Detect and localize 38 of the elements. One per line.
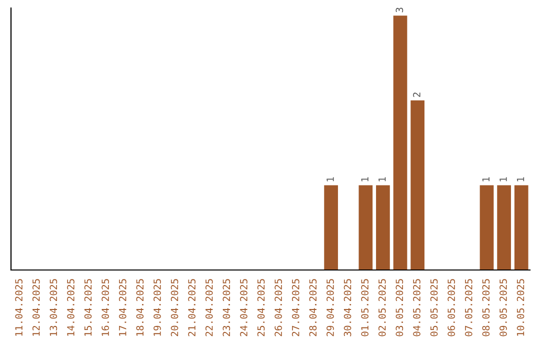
x-tick-label: 23.04.2025 [222,279,230,336]
x-tick-label: 24.04.2025 [240,279,248,336]
x-tick-label: 09.05.2025 [500,279,507,336]
x-tick-label: 08.05.2025 [482,279,490,336]
data-label: 1 [378,177,386,182]
x-tick-label: 20.04.2025 [170,279,178,336]
data-label: 3 [396,8,404,12]
x-tick-label: 06.05.2025 [448,279,455,336]
x-tick-label: 19.04.2025 [154,279,161,336]
data-label: 1 [482,177,490,182]
x-tick-label: 21.04.2025 [188,279,196,336]
x-tick-label: 17.04.2025 [118,279,126,336]
x-tick-label: 13.04.2025 [50,279,58,336]
x-tick-label: 22.04.2025 [205,279,213,336]
x-tick-label: 29.04.2025 [326,279,334,336]
x-tick-label: 11.04.2025 [15,279,22,336]
data-label: 1 [361,177,368,182]
x-tick-label: 04.05.2025 [413,279,420,336]
x-tick-label: 12.04.2025 [32,279,40,336]
x-tick-label: 30.04.2025 [344,279,352,336]
x-tick-label: 18.04.2025 [136,279,144,336]
x-tick-label: 28.04.2025 [309,279,317,336]
x-tick-label: 10.05.2025 [516,279,524,336]
data-label: 1 [500,177,507,182]
x-tick-label: 01.05.2025 [361,279,368,336]
data-label: 1 [516,177,524,182]
data-label: 1 [326,177,334,182]
x-tick-label: 25.04.2025 [257,279,265,336]
x-tick-label: 03.05.2025 [396,279,404,336]
data-label: 2 [413,92,420,97]
x-tick-label: 15.04.2025 [84,279,92,336]
x-tick-label: 02.05.2025 [378,279,386,336]
x-tick-label: 05.05.2025 [430,279,438,336]
x-tick-label: 14.04.2025 [67,279,74,336]
x-tick-label: 27.04.2025 [292,279,300,336]
x-tick-label: 07.05.2025 [464,279,472,336]
x-tick-label: 26.04.2025 [274,279,282,336]
x-tick-label: 16.04.2025 [102,279,109,336]
